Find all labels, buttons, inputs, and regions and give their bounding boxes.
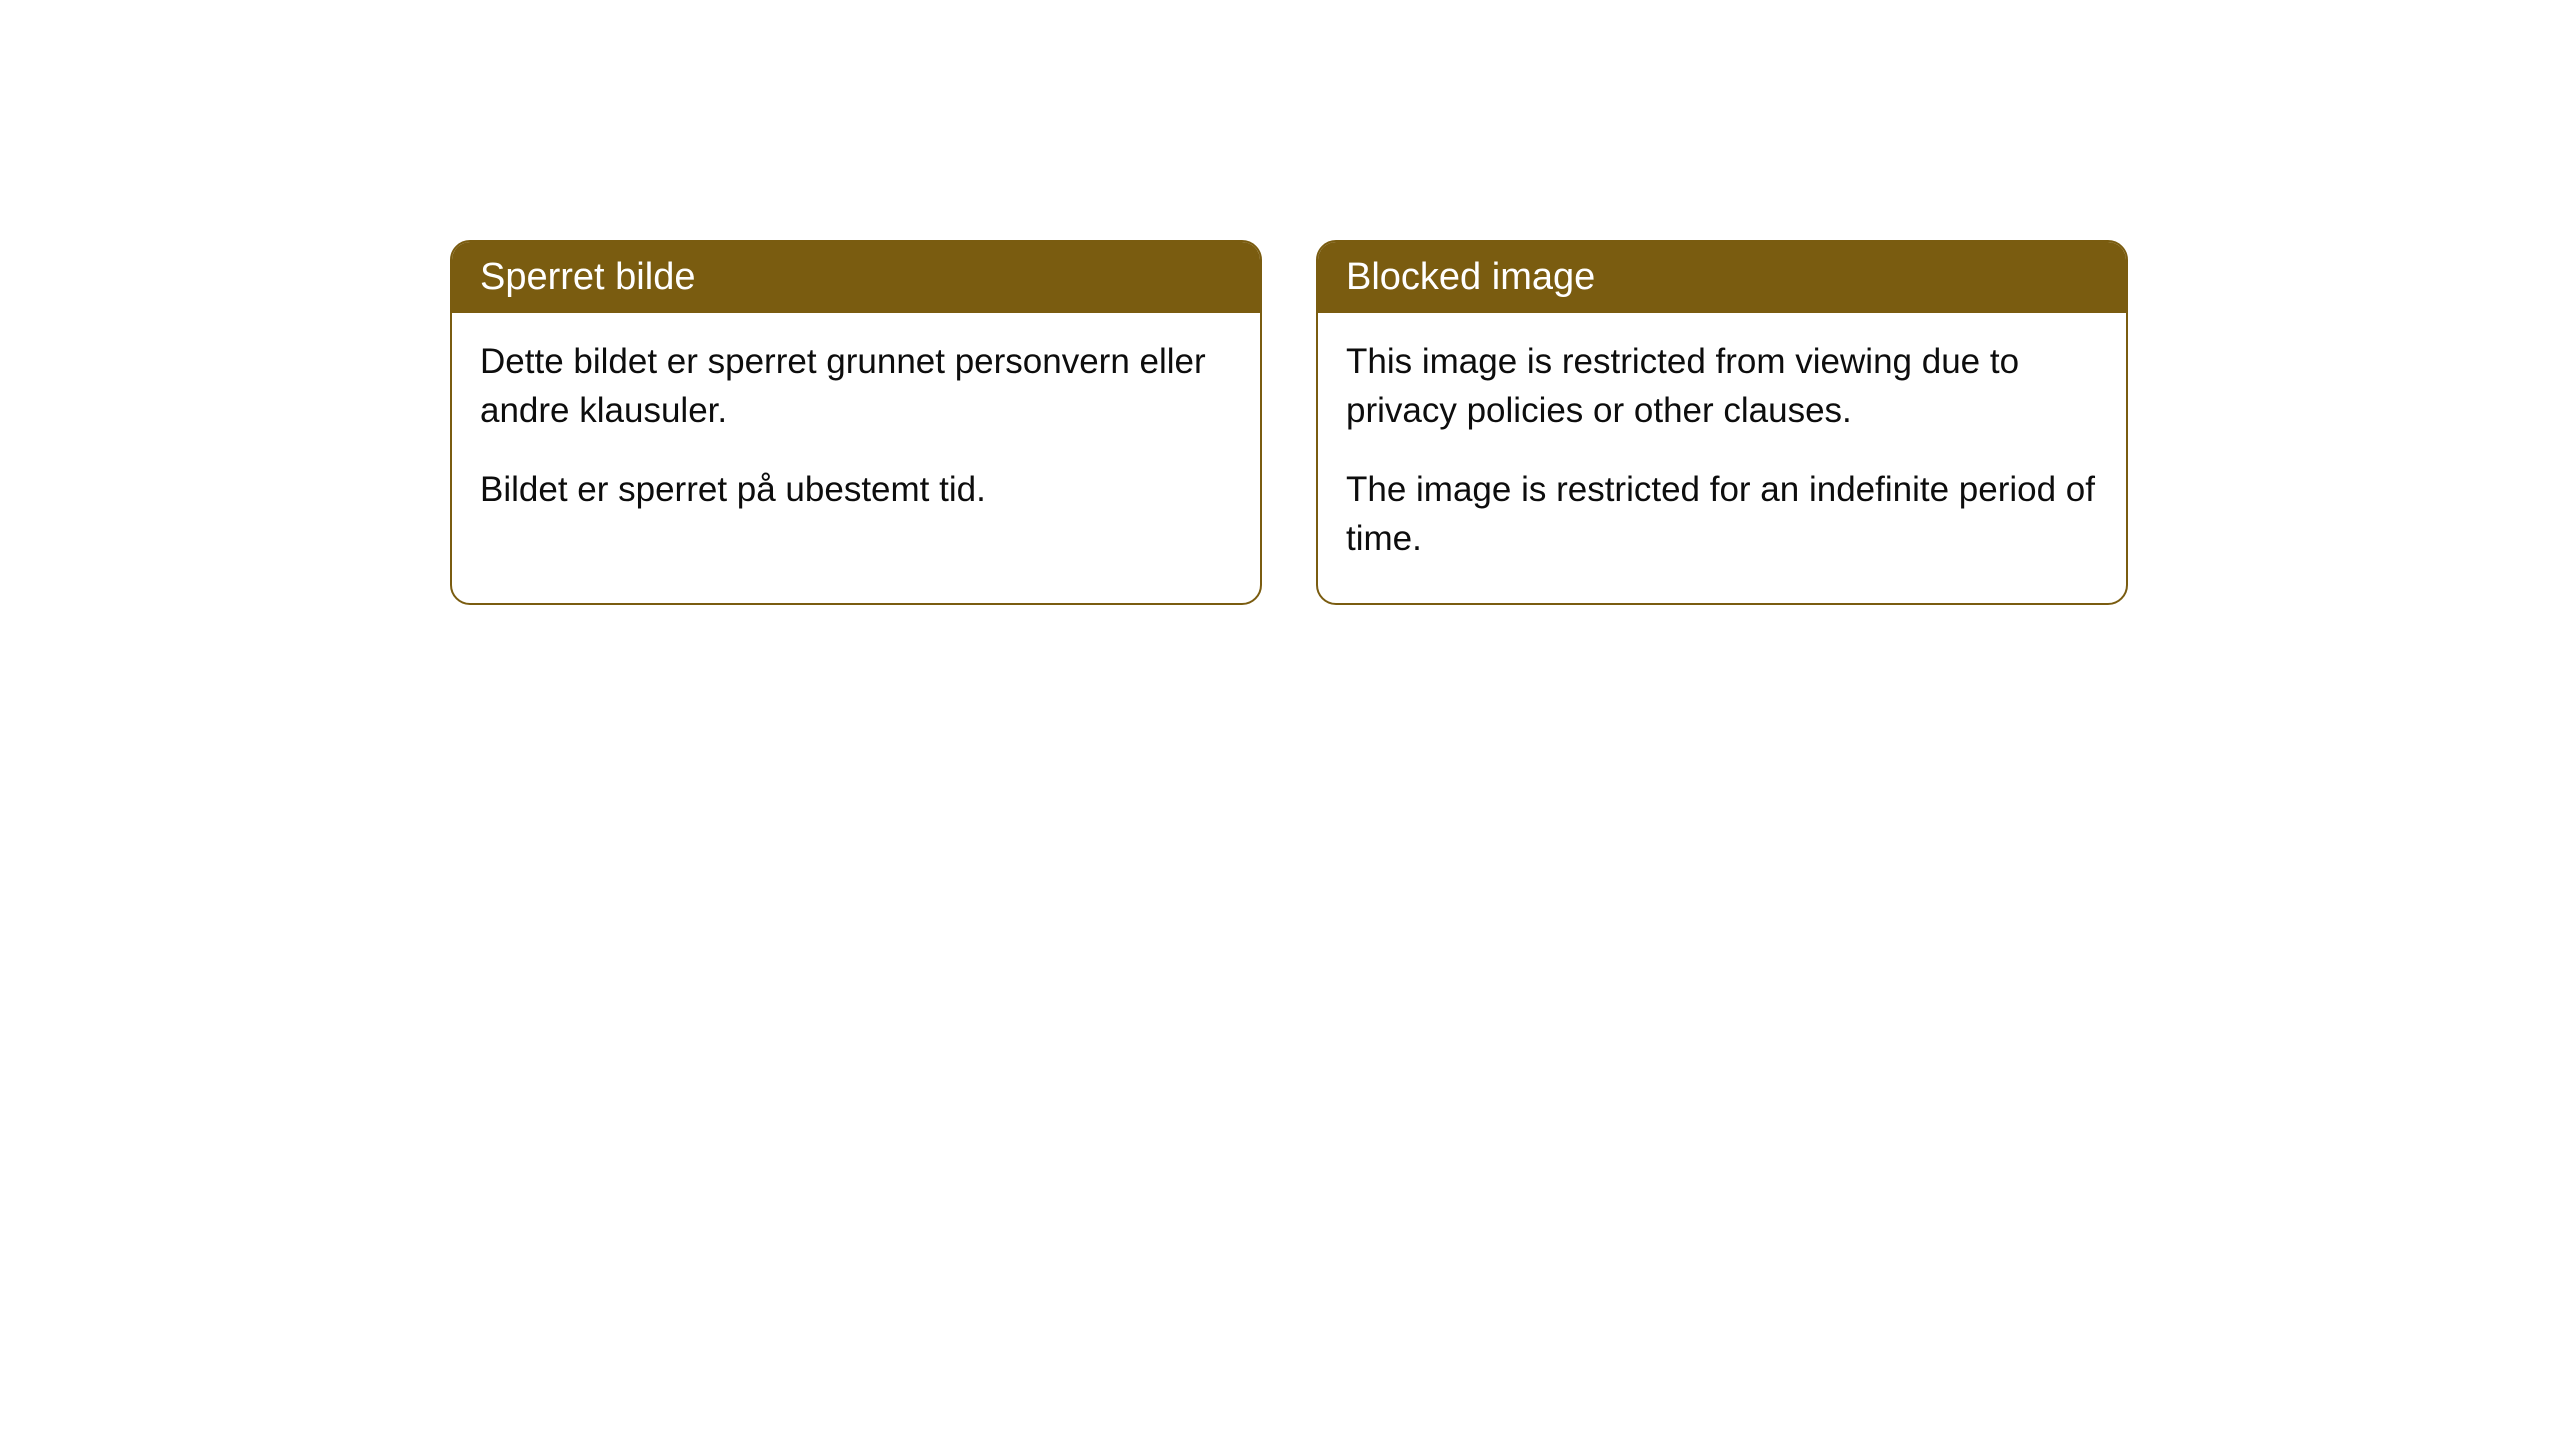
notice-card-norwegian: Sperret bilde Dette bildet er sperret gr… (450, 240, 1262, 605)
card-paragraph: Bildet er sperret på ubestemt tid. (480, 465, 1232, 514)
card-paragraph: This image is restricted from viewing du… (1346, 337, 2098, 435)
card-title: Sperret bilde (480, 256, 695, 298)
card-header: Sperret bilde (452, 242, 1260, 313)
card-body: Dette bildet er sperret grunnet personve… (452, 313, 1260, 554)
card-paragraph: The image is restricted for an indefinit… (1346, 465, 2098, 563)
card-paragraph: Dette bildet er sperret grunnet personve… (480, 337, 1232, 435)
notice-card-english: Blocked image This image is restricted f… (1316, 240, 2128, 605)
notice-cards-container: Sperret bilde Dette bildet er sperret gr… (450, 240, 2128, 605)
card-header: Blocked image (1318, 242, 2126, 313)
card-title: Blocked image (1346, 256, 1595, 298)
card-body: This image is restricted from viewing du… (1318, 313, 2126, 603)
